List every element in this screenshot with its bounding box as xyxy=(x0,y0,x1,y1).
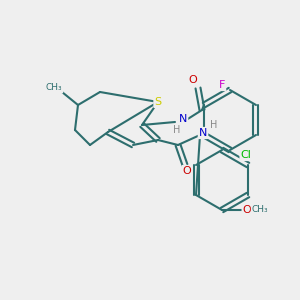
Text: H: H xyxy=(173,125,181,135)
Text: O: O xyxy=(183,166,191,176)
Text: O: O xyxy=(189,75,197,85)
Text: H: H xyxy=(210,120,218,130)
Text: F: F xyxy=(219,80,225,90)
Text: CH₃: CH₃ xyxy=(46,83,62,92)
Text: O: O xyxy=(243,205,251,215)
Text: N: N xyxy=(179,114,187,124)
Text: N: N xyxy=(199,128,207,138)
Text: S: S xyxy=(154,97,162,107)
Text: CH₃: CH₃ xyxy=(252,206,268,214)
Text: Cl: Cl xyxy=(241,150,251,160)
